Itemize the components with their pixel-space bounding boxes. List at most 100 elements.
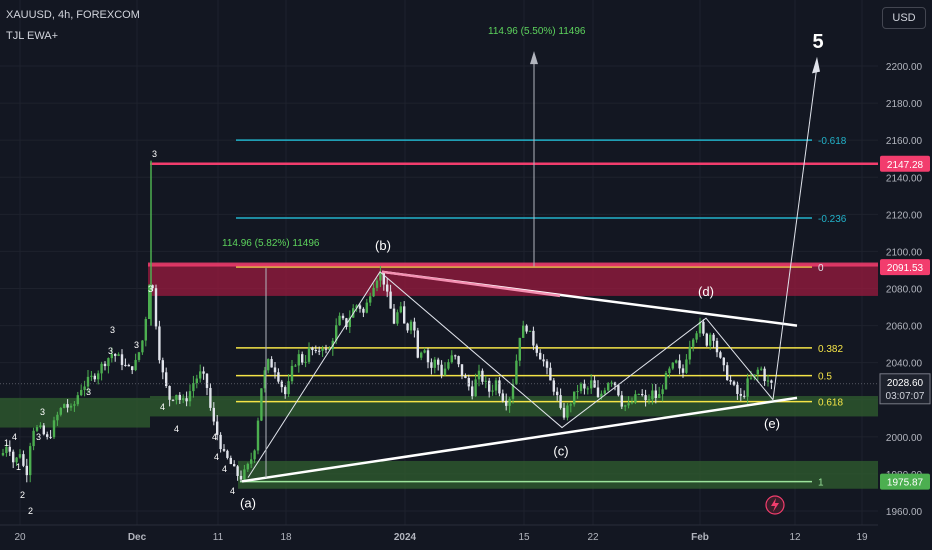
candle-body [209, 387, 212, 408]
candle-body [379, 273, 382, 281]
candle-body [586, 388, 589, 390]
candle-body [100, 363, 103, 374]
candle-body [202, 371, 205, 374]
swing-label: 3 [40, 407, 45, 417]
candle-body [569, 404, 572, 406]
current-price-tag [879, 373, 931, 405]
candle-body [556, 391, 559, 396]
x-tick-label: Dec [128, 532, 147, 543]
candle-body [518, 337, 521, 361]
swing-label: 3 [110, 325, 115, 335]
candle-body [498, 380, 501, 394]
candle-body [607, 383, 610, 391]
candle-body [763, 368, 766, 382]
candle-body [22, 454, 25, 466]
candle-body [141, 340, 144, 353]
candle-body [69, 405, 73, 408]
candle-body [430, 362, 433, 368]
candle-body [110, 354, 113, 359]
candle-body [426, 350, 430, 363]
candle-body [127, 364, 130, 367]
candle-body [49, 436, 52, 438]
countdown-text: 03:07:07 [886, 391, 925, 402]
candle-body [290, 365, 294, 382]
candle-body [620, 395, 623, 407]
fib-level-label: 1 [818, 478, 824, 489]
candle-body [386, 284, 389, 292]
candle-body [117, 354, 120, 356]
candle-body [664, 373, 668, 390]
candle-body [413, 321, 416, 331]
candle-body [637, 393, 640, 395]
candle-body [270, 359, 273, 368]
wave-label: (a) [240, 496, 256, 511]
wave-label: (e) [764, 416, 780, 431]
price-tag-text: 1975.87 [887, 478, 924, 489]
candle-body [522, 325, 525, 338]
wave-path [247, 271, 774, 478]
candle-body [103, 363, 107, 367]
candle-body [488, 380, 491, 392]
resistance-zone-top [148, 262, 878, 267]
swing-label: 4 [214, 452, 219, 462]
candle-body [528, 330, 532, 332]
candle-body [576, 391, 579, 393]
candle-body [246, 463, 249, 470]
candle-body [256, 420, 260, 451]
candle-body [80, 389, 83, 396]
swing-label: 3 [86, 387, 91, 397]
candle-body [440, 364, 443, 376]
measure-arrow [530, 51, 538, 65]
candle-body [678, 360, 681, 369]
candle-body [630, 402, 634, 404]
candle-body [477, 370, 481, 380]
price-tag [880, 155, 930, 172]
candle-body [151, 285, 154, 289]
candle-body [681, 368, 685, 373]
candle-body [15, 457, 18, 463]
candle-body [66, 404, 69, 408]
candle-body [467, 378, 470, 387]
candle-body [165, 372, 168, 386]
candle-body [301, 354, 304, 363]
candle-body [647, 399, 651, 401]
fib-level-label: 0.5 [818, 372, 832, 383]
wave-label: (d) [698, 284, 714, 299]
candle-body [532, 330, 535, 346]
candle-body [535, 345, 538, 353]
fib-level-label: -0.618 [818, 136, 847, 147]
candle-body [205, 373, 209, 388]
candle-body [1, 452, 5, 456]
candle-body [307, 347, 311, 362]
candle-body [726, 365, 729, 381]
wave-label: (b) [375, 238, 391, 253]
candle-body [688, 346, 691, 360]
candle-body [137, 352, 141, 360]
candle-body [756, 369, 759, 375]
triangle-upper-trendline-pink [381, 270, 561, 298]
candle-body [76, 395, 79, 405]
currency-button[interactable]: USD [882, 7, 926, 29]
wave-label: (c) [553, 444, 568, 459]
candle-body [335, 325, 338, 341]
swing-label: 4 [212, 432, 217, 442]
candle-body [297, 354, 300, 366]
candle-body [311, 347, 314, 351]
candle-body [736, 384, 739, 394]
candle-body [263, 370, 266, 389]
candle-body [542, 359, 545, 362]
candle-body [450, 355, 453, 363]
candle-body [634, 394, 637, 403]
candle-body [86, 376, 90, 387]
current-price-text: 2028.60 [887, 378, 924, 389]
candle-body [345, 318, 348, 327]
price-tag-text: 2091.53 [887, 263, 924, 274]
measure-label-2: 114.96 (5.50%) 11496 [488, 26, 586, 37]
y-tick-label: 2000.00 [886, 433, 923, 444]
candle-body [685, 359, 688, 373]
swing-label: 4 [222, 464, 227, 474]
candle-body [277, 372, 280, 382]
candle-body [5, 446, 8, 453]
candle-body [610, 382, 613, 384]
